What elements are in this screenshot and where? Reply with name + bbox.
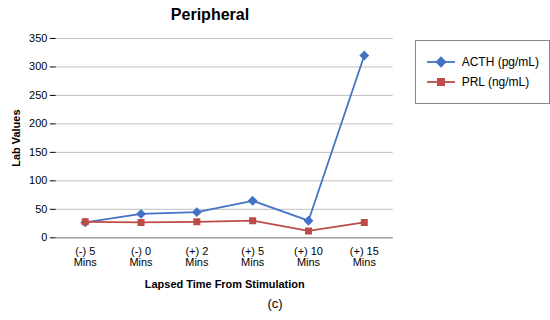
svg-text:300: 300	[29, 60, 47, 72]
svg-text:100: 100	[29, 174, 47, 186]
html-text:PRL (ng/mL): PRL (ng/mL)	[461, 75, 530, 89]
svg-text:(+) 5Mins: (+) 5Mins	[241, 245, 265, 268]
svg-text:Lapsed Time From Stimulation: Lapsed Time From Stimulation	[145, 278, 305, 290]
svg-text:(+) 15Mins: (+) 15Mins	[350, 245, 379, 268]
svg-text:(-) 0Mins: (-) 0Mins	[129, 245, 153, 268]
svg-text:(-) 5Mins: (-) 5Mins	[74, 245, 98, 268]
html-text:(c): (c)	[267, 296, 283, 312]
svg-text:150: 150	[29, 146, 47, 158]
svg-text:0: 0	[41, 231, 47, 243]
svg-text:(+) 10Mins: (+) 10Mins	[294, 245, 323, 268]
html-text:Peripheral: Peripheral	[170, 6, 250, 23]
svg-text:Lab Values: Lab Values	[10, 110, 22, 167]
html-text:ACTH (pg/mL): ACTH (pg/mL)	[461, 55, 539, 69]
svg-text:(+) 2Mins: (+) 2Mins	[185, 245, 209, 268]
svg-text:200: 200	[29, 117, 47, 129]
svg-text:250: 250	[29, 89, 47, 101]
svg-text:50: 50	[35, 203, 47, 215]
svg-text:350: 350	[29, 32, 47, 44]
